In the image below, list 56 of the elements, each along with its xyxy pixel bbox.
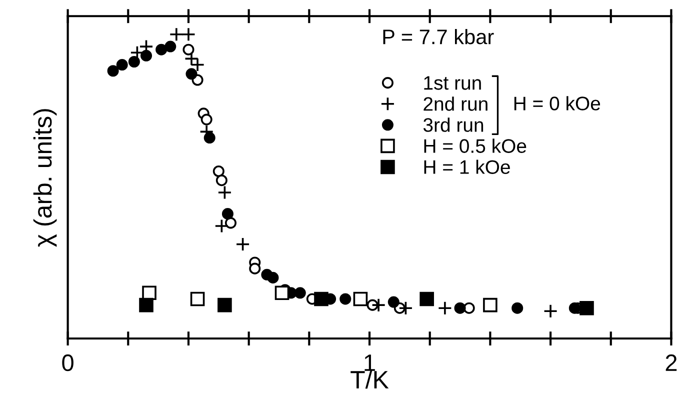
point: [353, 292, 368, 306]
y-axis-title: χ (arb. units): [33, 109, 57, 247]
point: [107, 65, 119, 77]
point: [454, 302, 466, 314]
point: [156, 44, 168, 56]
legend-label: H = 1 kOe: [424, 160, 510, 174]
point: [398, 300, 413, 316]
point: [224, 217, 236, 229]
x-tick-label: 0: [62, 354, 74, 372]
point: [512, 302, 524, 314]
point: [186, 68, 198, 80]
point: [483, 298, 498, 312]
point: [222, 208, 234, 220]
point: [164, 40, 176, 52]
point: [274, 286, 290, 300]
point: [200, 114, 212, 126]
point: [184, 52, 199, 66]
x-tick-label: 1: [364, 354, 375, 371]
point: [294, 287, 306, 299]
annotation: H = 0 kOe: [514, 96, 600, 110]
point: [568, 302, 580, 314]
legend-label: 3rd run: [423, 118, 484, 132]
point: [314, 292, 328, 306]
point: [218, 298, 232, 312]
point: [139, 298, 154, 312]
point: [142, 286, 156, 300]
point: [212, 165, 224, 178]
point: [463, 302, 475, 314]
point: [190, 292, 205, 306]
point: [236, 237, 250, 252]
legend-label: 2nd run: [424, 96, 488, 111]
point: [169, 27, 184, 42]
point: [181, 27, 196, 42]
point: [182, 44, 194, 56]
x-tick-label: 2: [666, 354, 677, 371]
point: [214, 218, 229, 234]
annotation: P = 7.7 kbar: [383, 28, 494, 44]
point: [267, 272, 279, 284]
point: [371, 298, 386, 312]
point: [204, 132, 216, 144]
x-axis-title: T/K: [350, 370, 389, 389]
point: [140, 50, 152, 62]
point: [190, 58, 205, 72]
point: [580, 300, 594, 316]
point: [340, 293, 352, 305]
point: [128, 56, 140, 68]
legend-label: 1st run: [424, 76, 481, 90]
point: [543, 304, 558, 318]
point: [218, 185, 232, 200]
point: [216, 174, 228, 186]
point: [388, 296, 400, 308]
point: [420, 292, 434, 306]
legend-label: H = 0.5 kOe: [424, 138, 526, 153]
point: [438, 300, 452, 316]
point: [116, 59, 128, 71]
point: [249, 262, 261, 274]
